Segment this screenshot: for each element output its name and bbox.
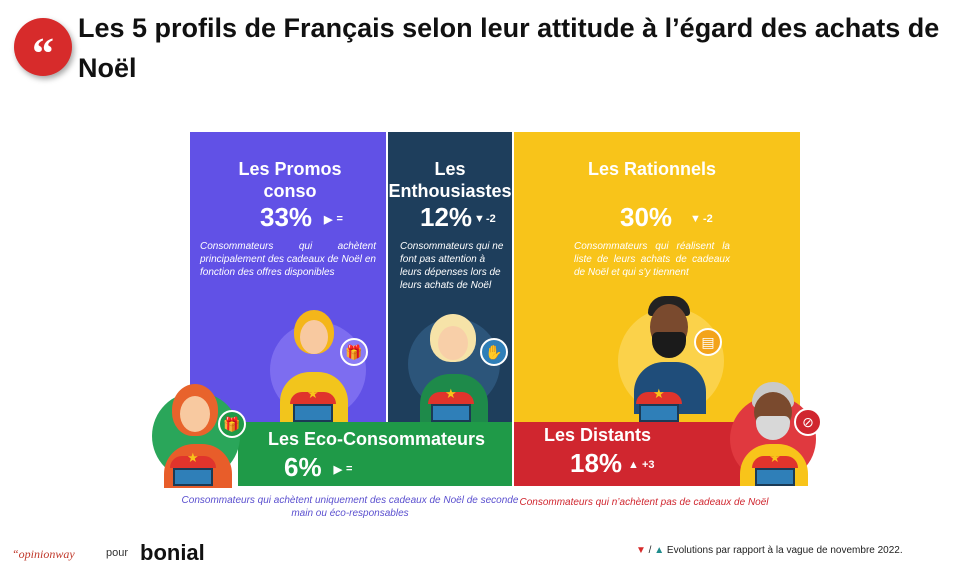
segment-name: Les Enthousiastes (388, 159, 512, 201)
no-shopping-icon: ⊘ (794, 408, 822, 436)
segment-description: Consommateurs qui ne font pas attention … (400, 241, 504, 291)
segment-value: 33% ▶ = (260, 202, 343, 232)
evolution-arrow-icon: ▶ (333, 463, 343, 476)
segment-description: Consommateurs qui achètent principalemen… (200, 241, 376, 278)
evolution-arrow-icon: ▼ (474, 213, 485, 226)
evolution-arrow-icon: ▶ (324, 213, 333, 226)
panel-promos-conso: Les Promos conso 33% ▶ = Consommateurs qui… (190, 132, 386, 422)
eco-description: Consommateurs qui achètent uniquement de… (181, 495, 519, 519)
shop-icon: ★ (290, 386, 336, 422)
distants-description: Consommateurs qui n’achètent pas de cade… (519, 497, 769, 508)
pour-label: pour (106, 547, 129, 559)
segment-value: 18% ▲ +3 (570, 448, 655, 478)
shop-icon: ★ (752, 450, 798, 486)
avatar-promos (274, 310, 354, 422)
panel-eco-consommateurs: Les Eco-Consommateurs 6% ▶ = (238, 422, 512, 486)
legend-footnote: ▼ / ▲ Evolutions par rapport à la vague … (636, 545, 903, 556)
shop-icon: ★ (170, 450, 216, 486)
segment-name: Les Eco-Consommateurs (268, 429, 486, 449)
hand-heart-icon: ✋ (480, 338, 508, 366)
recycle-gift-icon: 🎁 (218, 410, 246, 438)
shop-icon: ★ (636, 386, 682, 422)
panel-distants: Les Distants 18% ▲ +3 (514, 422, 744, 486)
gift-icon: 🎁 (340, 338, 368, 366)
page-title: Les 5 profils de Français selon leur att… (78, 13, 940, 83)
panel-enthousiastes: Les Enthousiastes 12% ▼-2 Consommateurs q… (388, 132, 512, 422)
segment-name: Les Distants (544, 425, 652, 445)
segment-name: Les Rationnels (587, 159, 717, 179)
quote-icon: “ (14, 18, 72, 76)
opinionway-logo: “opinionway (12, 547, 75, 561)
checklist-icon: ▤ (694, 328, 722, 356)
evolution-arrow-icon: ▼ (690, 213, 701, 226)
shop-icon: ★ (428, 386, 474, 422)
segment-value: 30% ▼ -2 (620, 202, 713, 232)
up-arrow-icon: ▲ (654, 545, 665, 556)
segment-description: Consommateurs qui réalisent la liste de … (574, 241, 730, 278)
bonial-logo: bonial (140, 540, 205, 565)
evolution-arrow-icon: ▲ (628, 459, 639, 472)
segment-name: Les Promos conso (238, 159, 342, 201)
down-arrow-icon: ▼ (636, 545, 646, 556)
segment-value: 6% ▶ = (284, 452, 353, 482)
panel-rationnels: Les Rationnels 30% ▼ -2 Consommateurs qui … (514, 132, 800, 422)
segment-value: 12% ▼-2 (420, 202, 496, 232)
